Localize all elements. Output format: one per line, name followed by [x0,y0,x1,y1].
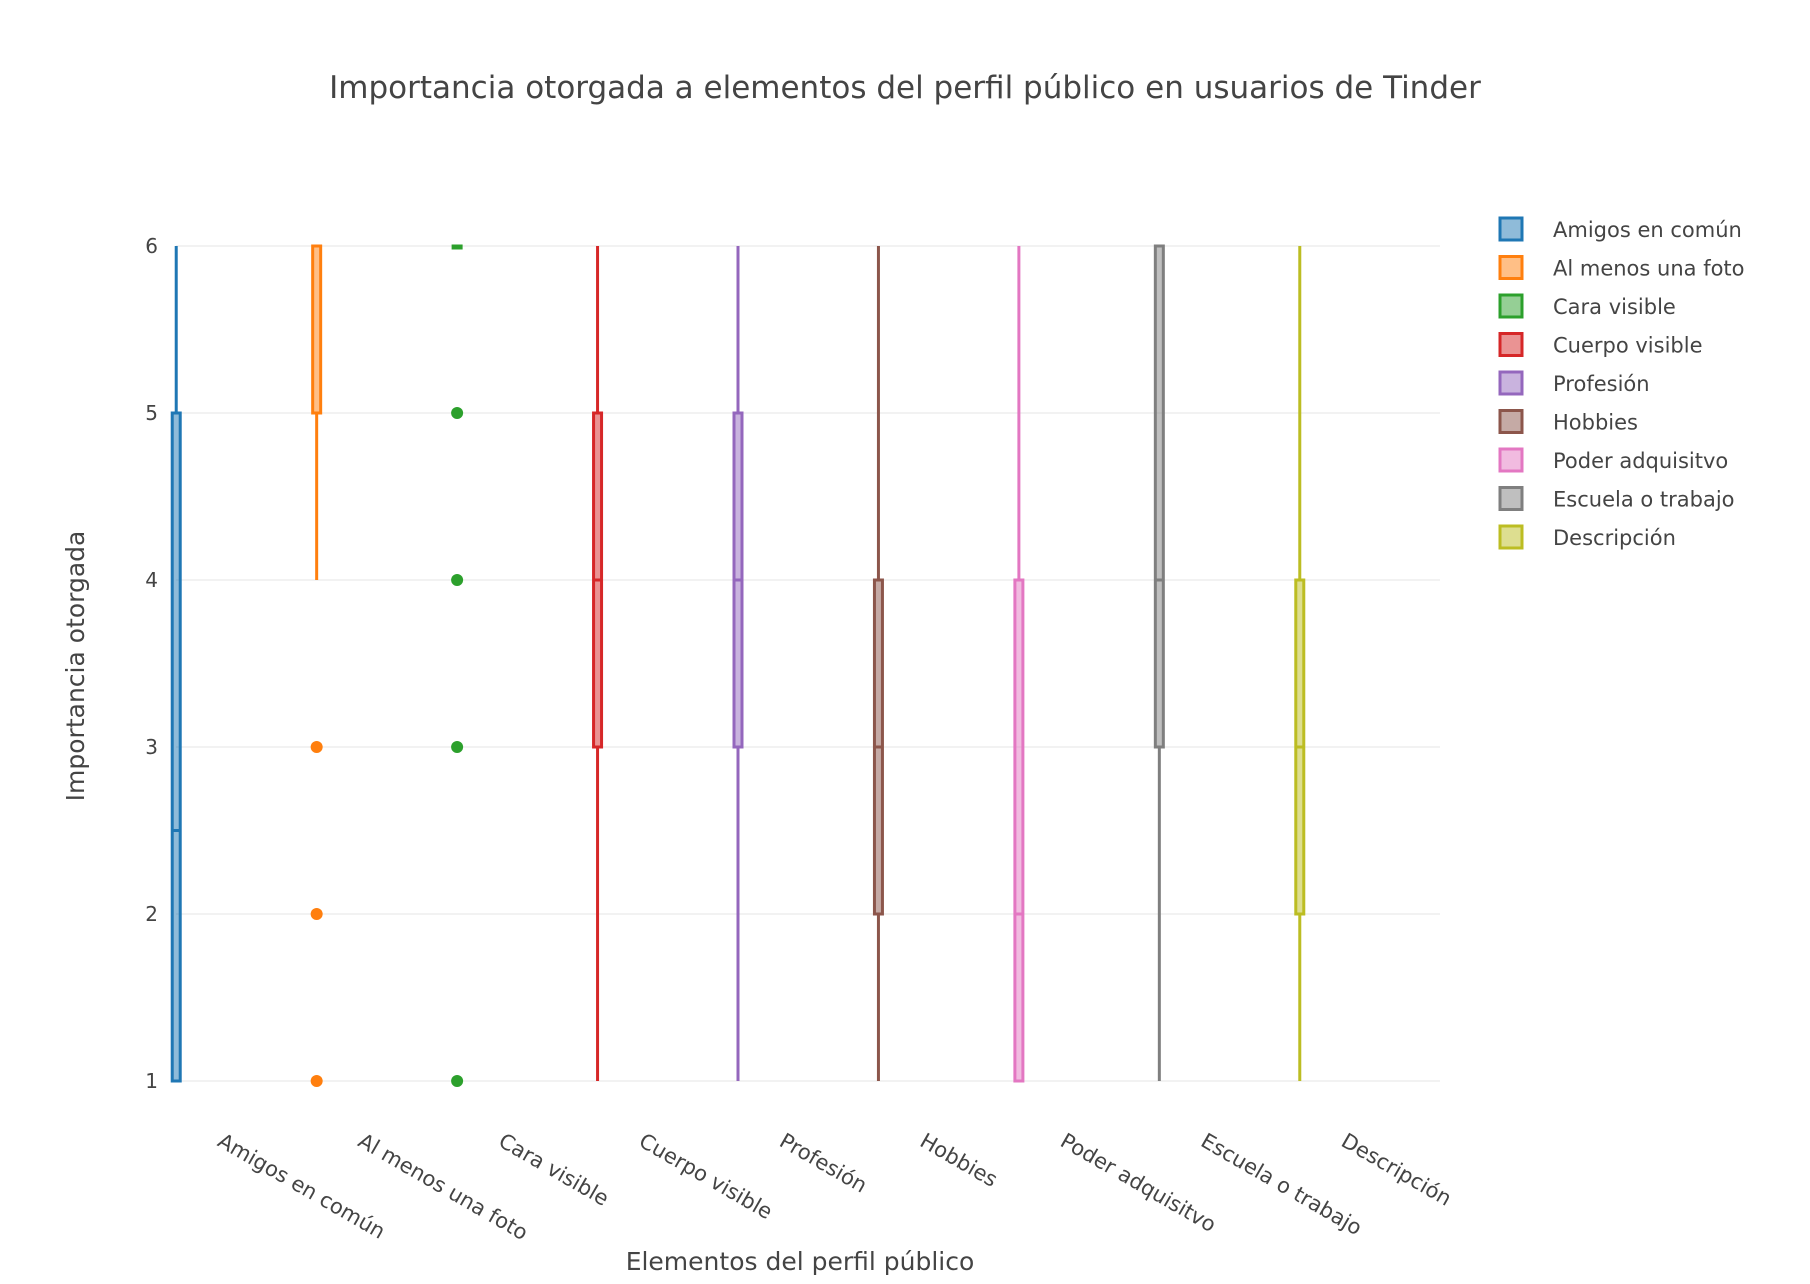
outlier-point [310,1075,323,1087]
box-body [1153,244,1165,749]
legend-swatch [1498,293,1524,319]
box-9 [1294,246,1306,1081]
box-5 [732,246,744,1081]
legend-label: Al menos una foto [1553,257,1745,281]
box-1 [170,246,182,1083]
outlier-point [310,741,323,753]
legend-label: Cara visible [1553,295,1676,319]
y-gridlines [176,245,1440,1082]
legend-item: Cuerpo visible [1498,332,1703,358]
x-axis-title: Elementos del perfil público [626,1247,975,1276]
legend-item: Profesión [1498,370,1650,396]
outlier-point [451,574,464,586]
legend-item: Escuela o trabajo [1498,486,1735,512]
legend-item: Descripción [1498,524,1676,550]
legend-swatch [1498,447,1524,473]
legend-swatch [1498,332,1524,357]
legend-label: Escuela o trabajo [1553,488,1735,512]
box-4 [592,246,604,1081]
legend-swatch [1498,409,1524,434]
legend-swatch [1498,524,1524,550]
legend-label: Profesión [1553,372,1650,396]
legend-item: Al menos una foto [1498,255,1745,281]
box-series [170,244,1306,1087]
outlier-point [310,908,323,920]
y-tick-label: 3 [145,735,158,759]
legend-swatch [1498,255,1524,280]
legend-label: Descripción [1553,526,1676,550]
box-3 [451,244,464,1087]
box-7 [1013,246,1025,1083]
legend-item: Hobbies [1498,409,1638,435]
legend-swatch [1498,370,1524,396]
box-2 [310,244,323,1087]
y-tick-label: 5 [145,401,158,425]
legend-item: Amigos en común [1498,216,1742,242]
legend-swatch [1498,216,1524,242]
legend-item: Poder adquisitvo [1498,447,1728,473]
y-tick-label: 4 [145,568,158,592]
y-tick-label: 1 [145,1069,158,1093]
legend-item: Cara visible [1498,293,1676,319]
y-tick-label: 2 [145,902,158,926]
outlier-point [451,1075,464,1087]
outlier-point [451,407,464,419]
legend-label: Amigos en común [1553,218,1742,242]
y-axis-title: Importancia otorgada [61,531,90,802]
box-6 [872,246,884,1081]
y-tick-label: 6 [145,234,158,258]
legend: Amigos en común Al menos una foto Cara vis… [1498,216,1745,550]
box-8 [1153,244,1165,1081]
legend-label: Poder adquisitvo [1553,449,1728,473]
outlier-point [451,741,464,753]
box-body [1013,578,1025,1083]
legend-label: Cuerpo visible [1553,334,1703,358]
y-tick-labels: 1 2 3 4 5 6 [145,234,158,1093]
legend-swatch [1498,486,1524,511]
box-body [170,411,182,1083]
box-body [311,244,323,415]
chart-title: Importancia otorgada a elementos del per… [329,70,1481,106]
legend-label: Hobbies [1553,411,1638,435]
